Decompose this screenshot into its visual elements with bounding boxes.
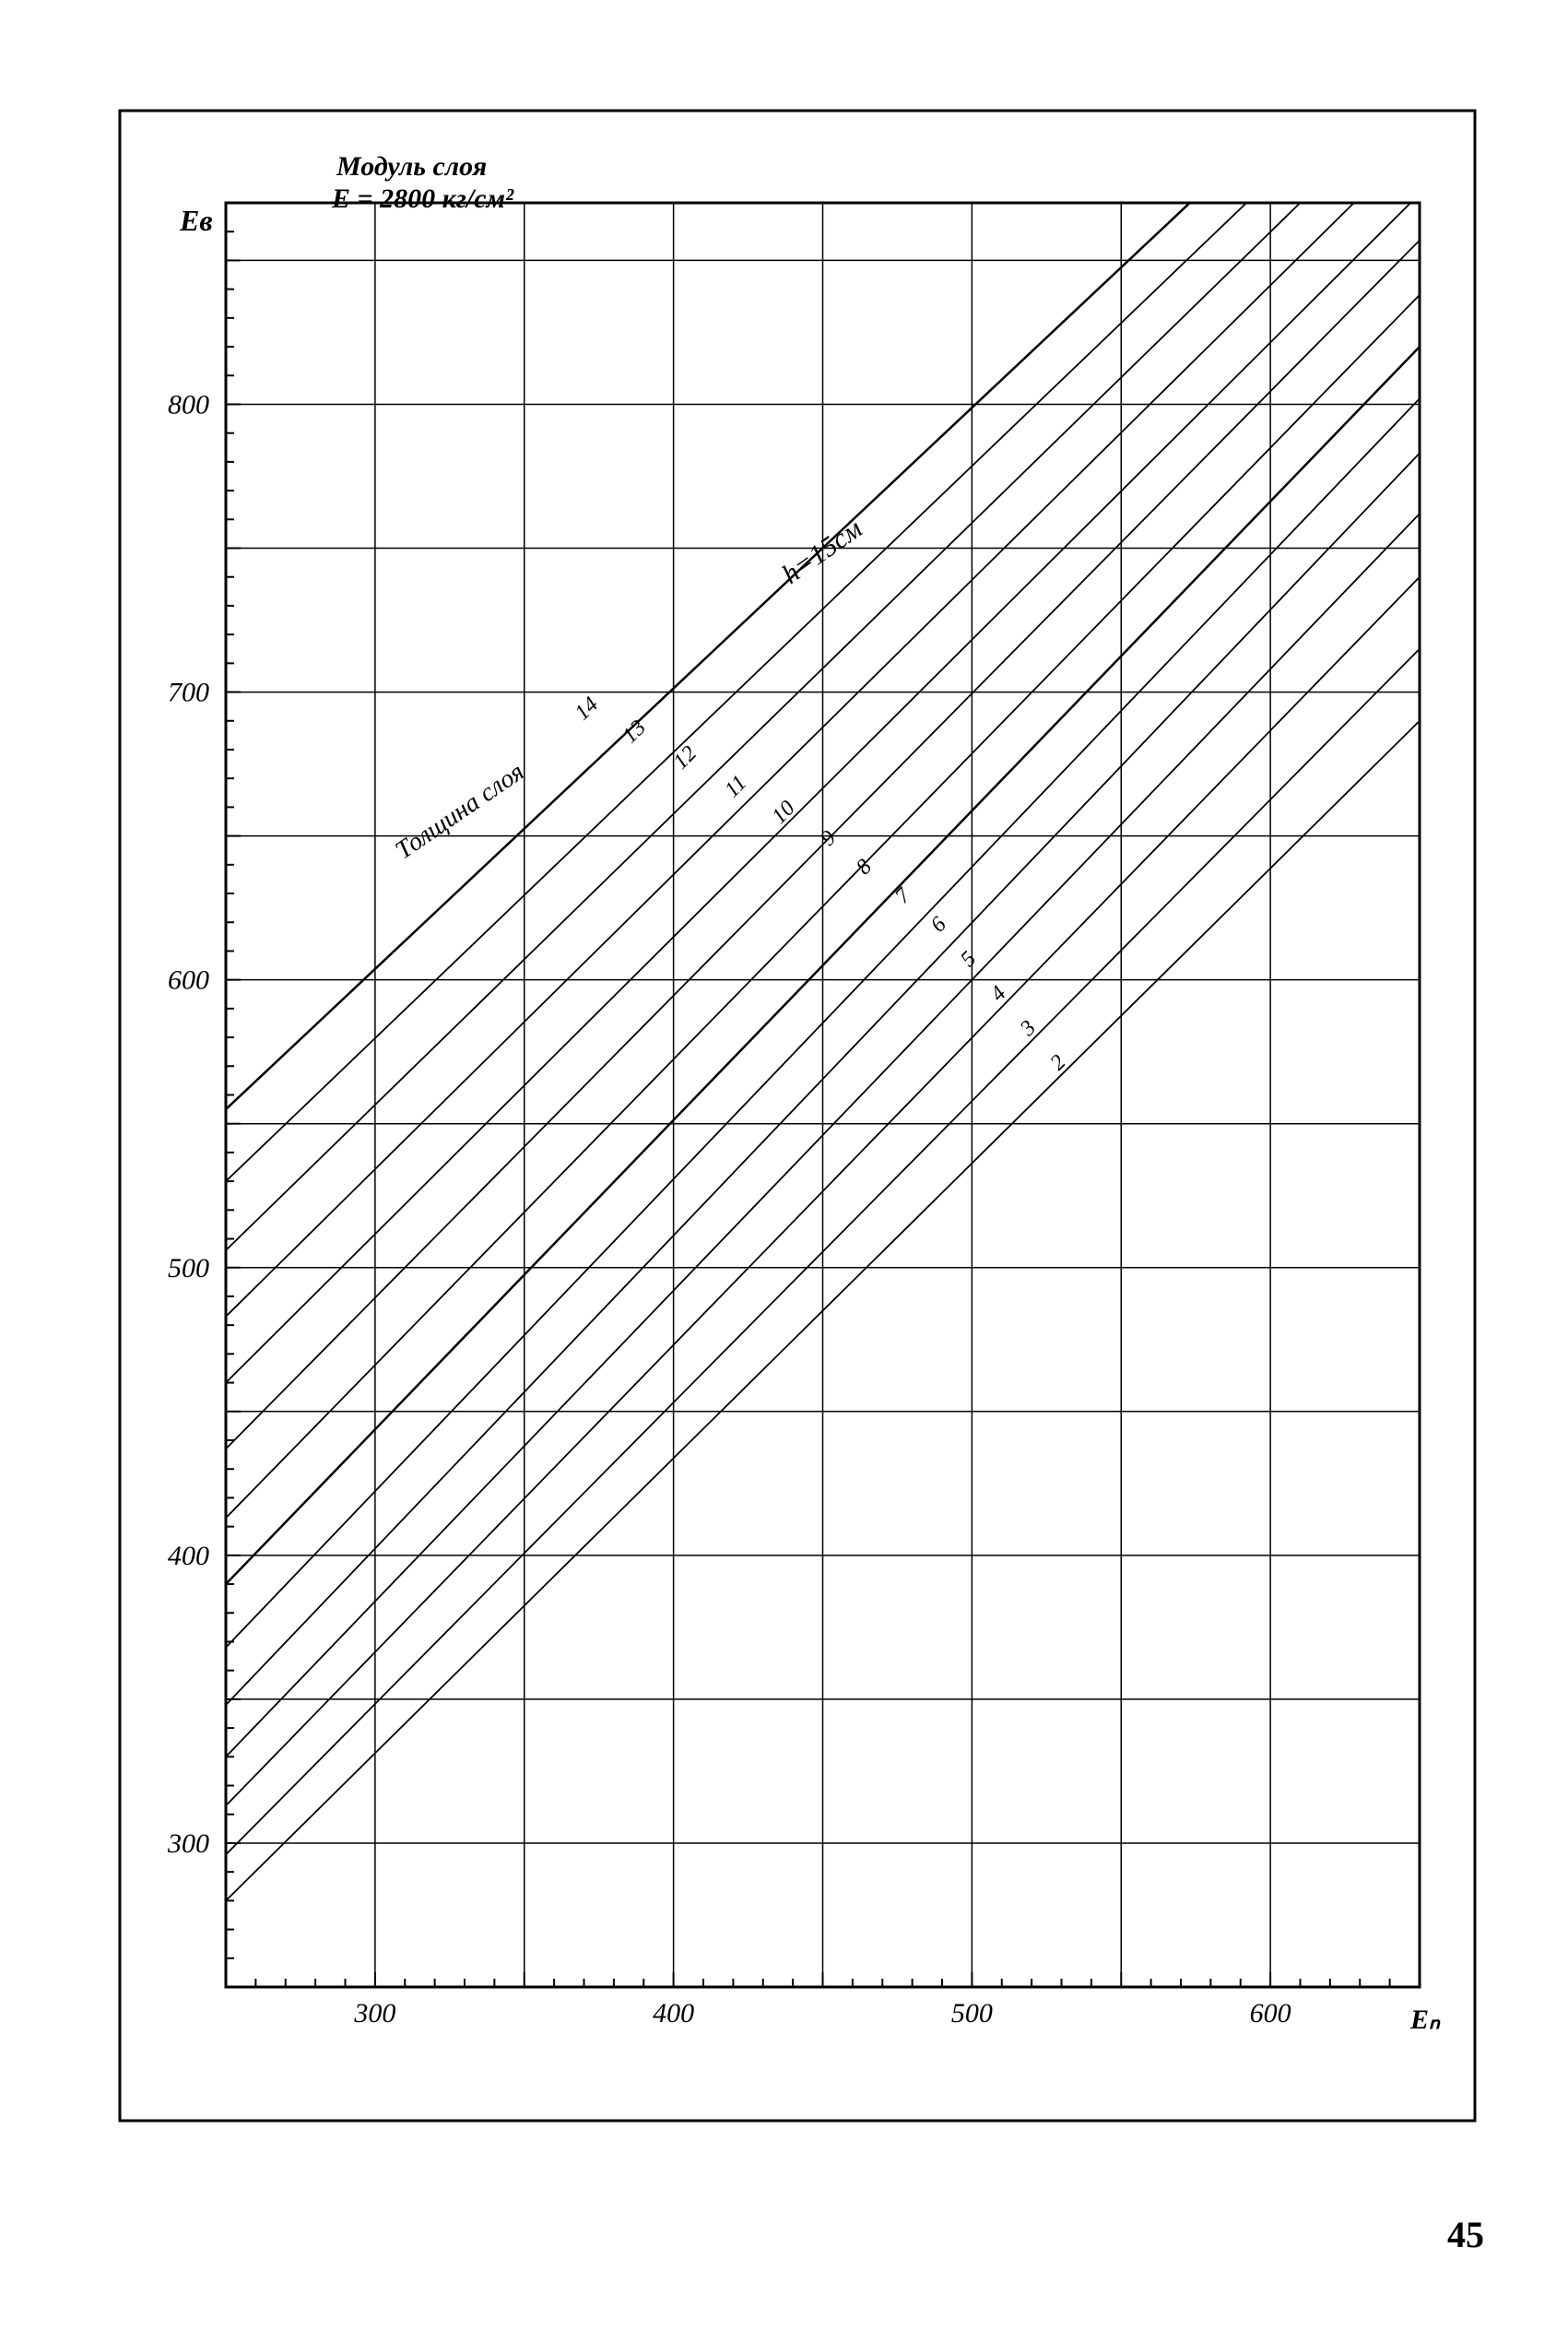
y-tick-label: 800 [168,389,209,420]
x-tick-label: 600 [1250,1998,1291,2028]
y-tick-label: 300 [167,1828,209,1859]
chart-title-line: E = 2800 кг/см² [331,183,514,214]
chart-title-line: Модуль слоя [336,151,487,182]
x-tick-label: 500 [951,1998,993,2028]
y-tick-label: 400 [168,1541,209,1571]
y-tick-label: 600 [168,965,209,996]
x-tick-label: 300 [353,1998,395,2028]
y-tick-label: 500 [168,1253,209,1283]
chart-svg: 300 400 500 600 300 400 500 600 700 800 Eₙ Eв Модуль… [0,0,1568,2330]
page-number: 45 [1447,2213,1484,2256]
page: 300 400 500 600 300 400 500 600 700 800 Eₙ Eв Модуль… [0,0,1568,2330]
x-tick-label: 400 [653,1998,694,2028]
y-tick-label: 700 [168,678,209,708]
y-axis-label: Eв [179,204,213,237]
x-axis-label: Eₙ [1409,2005,1441,2035]
